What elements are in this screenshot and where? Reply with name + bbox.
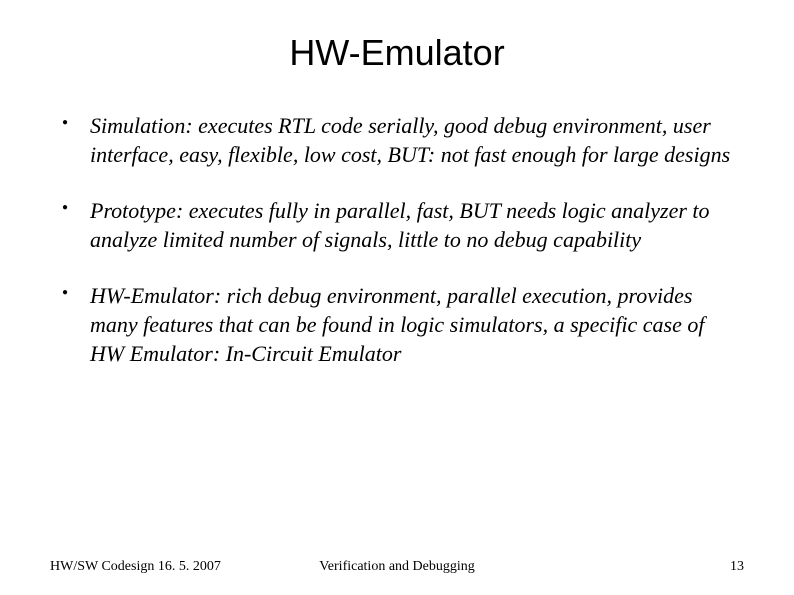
bullet-item: HW-Emulator: rich debug environment, par… [62, 282, 744, 368]
slide-footer: HW/SW Codesign 16. 5. 2007 Verification … [50, 559, 744, 575]
bullet-item: Prototype: executes fully in parallel, f… [62, 197, 744, 254]
bullet-item: Simulation: executes RTL code serially, … [62, 112, 744, 169]
bullet-text: Simulation: executes RTL code serially, … [90, 113, 730, 167]
bullet-text: HW-Emulator: rich debug environment, par… [90, 283, 705, 365]
footer-center: Verification and Debugging [319, 559, 475, 575]
footer-left: HW/SW Codesign 16. 5. 2007 [50, 559, 221, 575]
bullet-text: Prototype: executes fully in parallel, f… [90, 198, 710, 252]
slide-title: HW-Emulator [50, 32, 744, 74]
bullet-list: Simulation: executes RTL code serially, … [50, 112, 744, 368]
footer-page-number: 13 [730, 559, 744, 575]
